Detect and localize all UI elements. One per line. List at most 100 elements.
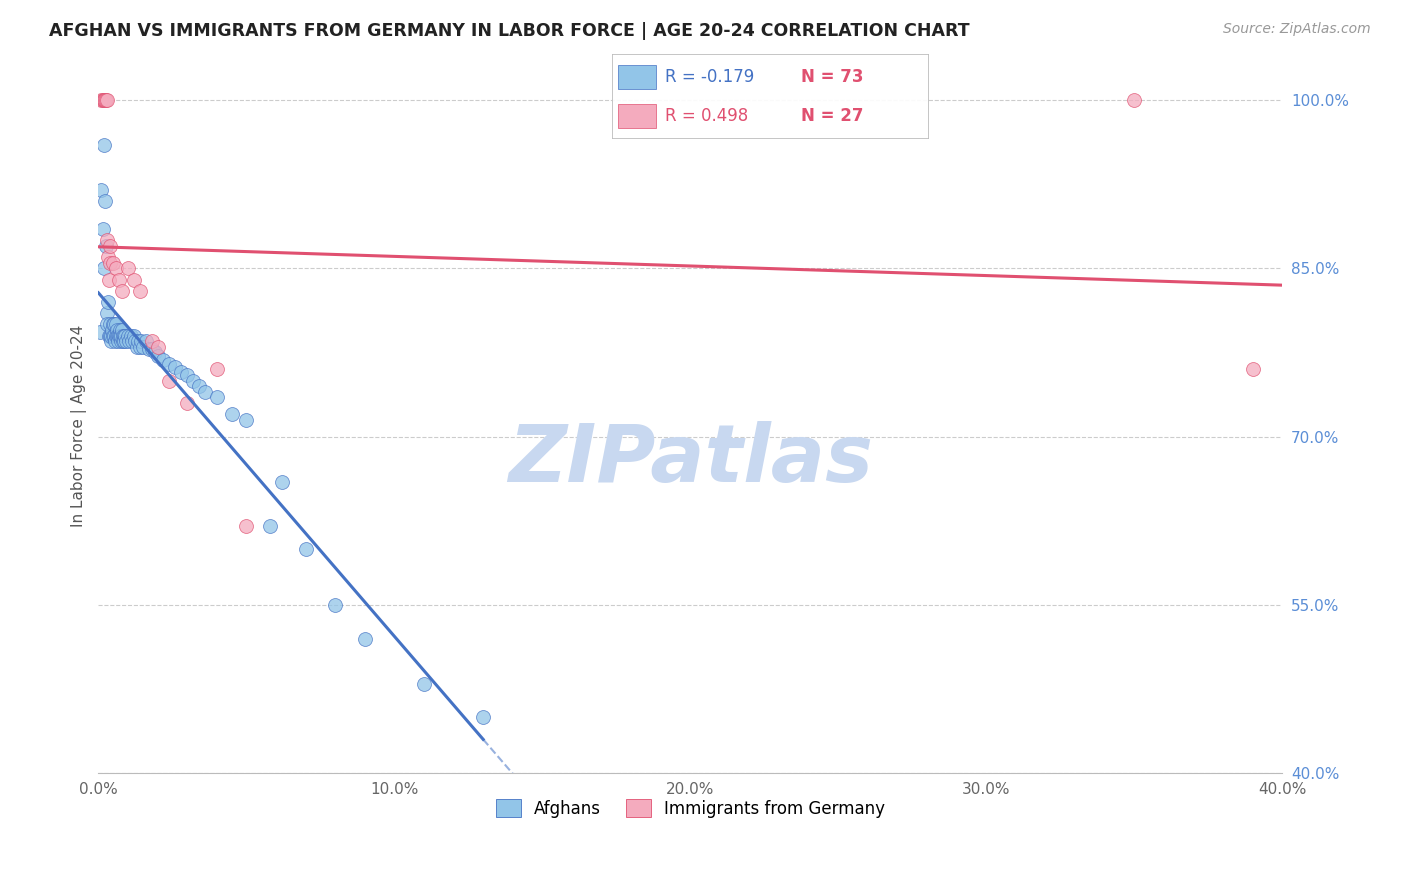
Point <box>101 255 124 269</box>
Point <box>94 93 117 107</box>
Point <box>353 632 375 646</box>
Point <box>112 328 135 343</box>
Point <box>96 318 118 332</box>
Point <box>93 261 115 276</box>
Point <box>118 334 141 349</box>
Text: N = 73: N = 73 <box>801 69 863 87</box>
Point <box>97 250 120 264</box>
Point <box>1241 362 1264 376</box>
Point <box>294 541 316 556</box>
Point <box>205 362 228 376</box>
Point <box>114 328 136 343</box>
Point <box>110 328 132 343</box>
Point <box>259 519 281 533</box>
Point <box>112 334 135 349</box>
Point <box>107 328 129 343</box>
Point <box>110 328 132 343</box>
Point <box>100 328 122 343</box>
Point <box>105 318 128 332</box>
Point <box>170 365 193 379</box>
Point <box>98 255 121 269</box>
Point <box>128 340 150 354</box>
Point <box>146 349 169 363</box>
Point <box>105 323 128 337</box>
Point <box>176 396 198 410</box>
Point <box>111 284 134 298</box>
Point <box>96 233 118 247</box>
Point <box>115 334 138 349</box>
Point <box>135 334 157 349</box>
Point <box>235 519 257 533</box>
Point <box>96 93 118 107</box>
Point <box>98 239 121 253</box>
Point <box>101 328 124 343</box>
Point <box>103 328 125 343</box>
Text: N = 27: N = 27 <box>801 107 863 125</box>
Point <box>188 379 211 393</box>
Point <box>94 239 117 253</box>
Point <box>194 384 217 399</box>
Point <box>98 318 121 332</box>
Point <box>413 676 436 690</box>
Point <box>235 413 257 427</box>
Point <box>112 334 135 349</box>
Text: ZIPatlas: ZIPatlas <box>508 421 873 500</box>
Point <box>143 345 166 359</box>
Point <box>146 340 169 354</box>
Point <box>93 93 115 107</box>
Bar <box>619 65 655 89</box>
Point <box>111 328 134 343</box>
Point <box>122 272 145 286</box>
Point <box>97 295 120 310</box>
Point <box>98 328 121 343</box>
Point <box>104 334 127 349</box>
Point <box>108 323 131 337</box>
Point <box>121 334 143 349</box>
Point <box>122 328 145 343</box>
Point <box>97 272 120 286</box>
Point <box>221 407 243 421</box>
Point <box>90 183 112 197</box>
Point <box>117 261 139 276</box>
Point <box>165 360 187 375</box>
Point <box>128 284 150 298</box>
Point <box>117 328 139 343</box>
Point <box>97 328 120 343</box>
Point <box>270 475 292 489</box>
Point <box>101 323 124 337</box>
Point <box>107 334 129 349</box>
Text: AFGHAN VS IMMIGRANTS FROM GERMANY IN LABOR FORCE | AGE 20-24 CORRELATION CHART: AFGHAN VS IMMIGRANTS FROM GERMANY IN LAB… <box>49 22 970 40</box>
Bar <box>619 104 655 128</box>
Point <box>94 93 117 107</box>
Point <box>91 93 114 107</box>
Point <box>105 261 128 276</box>
Point <box>111 323 134 337</box>
Point <box>157 374 180 388</box>
Point <box>152 353 174 368</box>
Point <box>89 325 111 339</box>
Point <box>157 357 180 371</box>
Y-axis label: In Labor Force | Age 20-24: In Labor Force | Age 20-24 <box>72 325 87 526</box>
Text: Source: ZipAtlas.com: Source: ZipAtlas.com <box>1223 22 1371 37</box>
Text: R = -0.179: R = -0.179 <box>665 69 755 87</box>
Point <box>105 328 128 343</box>
Point <box>176 368 198 382</box>
Point <box>90 93 112 107</box>
Point <box>94 194 117 208</box>
Point <box>103 318 125 332</box>
Point <box>129 334 152 349</box>
Legend: Afghans, Immigrants from Germany: Afghans, Immigrants from Germany <box>489 793 891 824</box>
Point <box>125 340 148 354</box>
Point <box>108 328 131 343</box>
Point <box>205 390 228 404</box>
Point <box>132 340 155 354</box>
Point <box>138 342 160 356</box>
Point <box>141 342 163 356</box>
Point <box>127 334 149 349</box>
Point <box>93 93 115 107</box>
Point <box>141 334 163 349</box>
Point <box>181 374 204 388</box>
Point <box>323 598 346 612</box>
Point <box>96 306 118 320</box>
Point <box>93 137 115 152</box>
